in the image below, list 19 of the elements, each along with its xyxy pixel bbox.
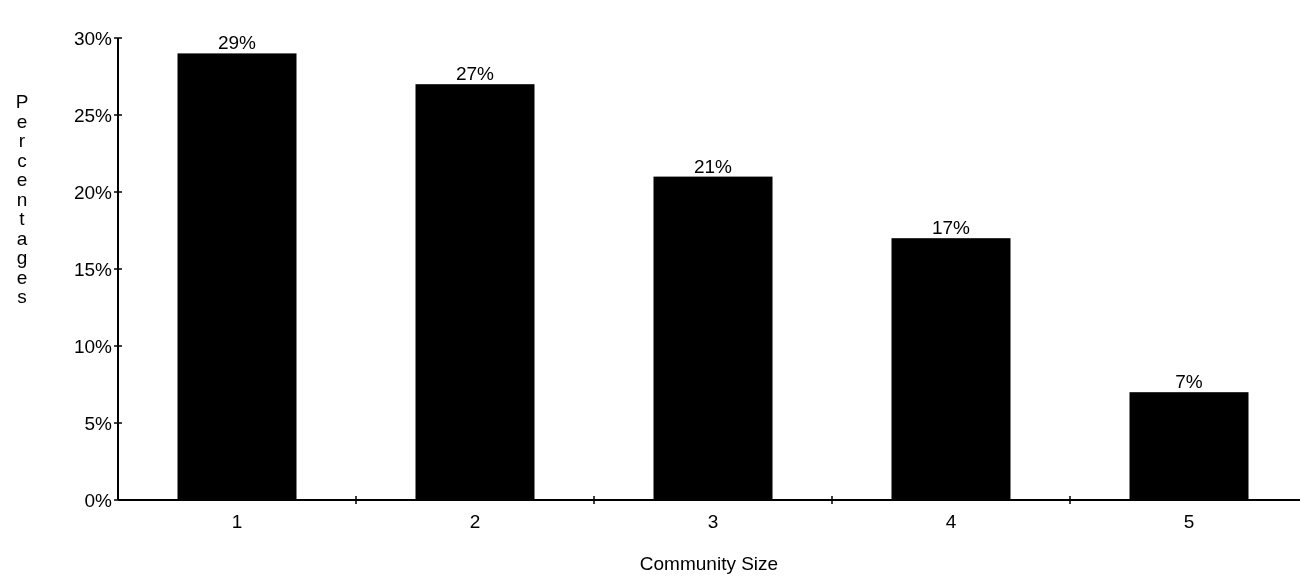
data-label: 7% <box>1175 371 1203 393</box>
y-tick-label: 25% <box>73 104 113 126</box>
data-label: 21% <box>693 155 733 177</box>
y-tick-label: 0% <box>84 489 113 511</box>
x-tick-label: 1 <box>231 511 243 532</box>
y-tick-label: 5% <box>84 412 113 434</box>
text: Percentages <box>15 91 29 307</box>
y-tick-label: 20% <box>73 181 113 203</box>
x-tick-label: 5 <box>1183 511 1195 532</box>
x-tick-label: 2 <box>469 511 481 532</box>
data-label: 17% <box>931 217 971 239</box>
data-label: 29% <box>217 32 257 54</box>
data-label: 27% <box>455 63 495 85</box>
y-tick-label: 10% <box>73 335 113 357</box>
x-axis-title: Community Size <box>639 553 779 574</box>
x-tick-label: 3 <box>707 511 719 532</box>
y-tick-label: 30% <box>73 27 113 49</box>
x-tick-label: 4 <box>945 511 957 532</box>
y-tick-label: 15% <box>73 258 113 280</box>
